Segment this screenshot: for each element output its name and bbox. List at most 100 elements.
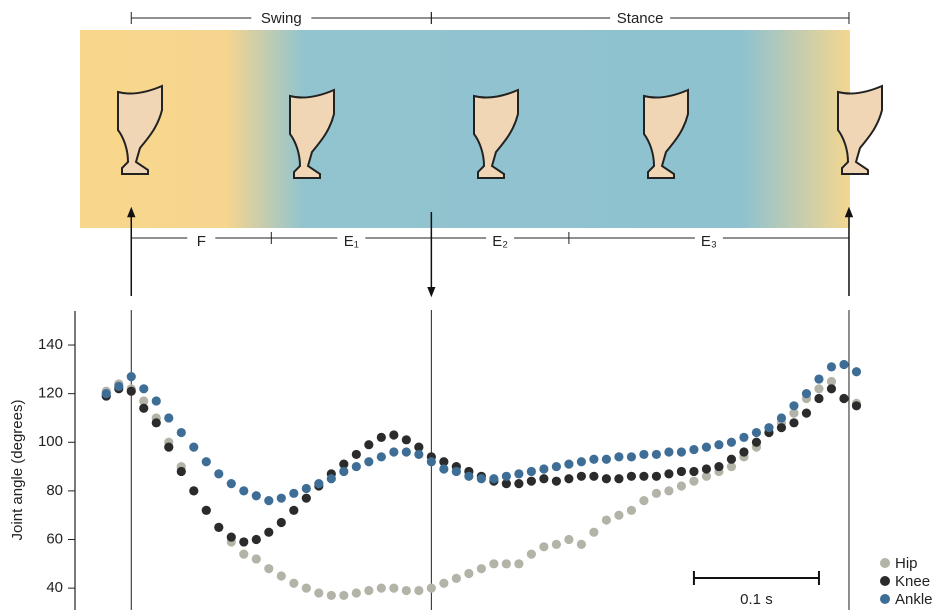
data-dot <box>577 457 586 466</box>
data-dot <box>152 396 161 405</box>
data-dot <box>702 464 711 473</box>
data-dot <box>464 472 473 481</box>
data-dot <box>289 579 298 588</box>
data-dot <box>514 479 523 488</box>
data-dot <box>352 588 361 597</box>
data-dot <box>427 584 436 593</box>
data-dot <box>677 447 686 456</box>
data-dot <box>289 489 298 498</box>
data-dot <box>439 464 448 473</box>
data-dot <box>839 360 848 369</box>
legend-marker <box>880 576 890 586</box>
data-dot <box>564 474 573 483</box>
data-dot <box>614 452 623 461</box>
y-tick-label: 40 <box>46 579 63 596</box>
data-dot <box>777 423 786 432</box>
data-dot <box>477 564 486 573</box>
data-dot <box>364 586 373 595</box>
data-dot <box>164 443 173 452</box>
data-dot <box>239 486 248 495</box>
y-tick-label: 100 <box>38 433 63 450</box>
data-dot <box>402 586 411 595</box>
data-dot <box>389 584 398 593</box>
data-dot <box>452 574 461 583</box>
legend-label: Hip <box>895 555 918 572</box>
data-dot <box>477 474 486 483</box>
data-dot <box>639 472 648 481</box>
y-axis-label: Joint angle (degrees) <box>9 400 26 541</box>
data-dot <box>389 430 398 439</box>
data-dot <box>577 472 586 481</box>
data-dot <box>414 586 423 595</box>
legend-marker <box>880 558 890 568</box>
data-dot <box>527 477 536 486</box>
data-dot <box>652 450 661 459</box>
data-dot <box>727 438 736 447</box>
data-dot <box>377 584 386 593</box>
data-dot <box>627 472 636 481</box>
y-tick-label: 140 <box>38 336 63 353</box>
data-dot <box>264 528 273 537</box>
data-dot <box>627 506 636 515</box>
data-dot <box>339 591 348 600</box>
scale-bar-label: 0.1 s <box>740 591 773 608</box>
data-dot <box>202 506 211 515</box>
data-dot <box>239 537 248 546</box>
data-dot <box>452 467 461 476</box>
data-dot <box>664 447 673 456</box>
data-dot <box>552 462 561 471</box>
data-dot <box>264 564 273 573</box>
data-dot <box>689 477 698 486</box>
data-dot <box>514 559 523 568</box>
data-dot <box>739 447 748 456</box>
data-dot <box>677 481 686 490</box>
data-dot <box>302 584 311 593</box>
data-dot <box>277 518 286 527</box>
data-dot <box>702 443 711 452</box>
data-dot <box>614 511 623 520</box>
data-dot <box>164 413 173 422</box>
data-dot <box>189 443 198 452</box>
data-dot <box>564 460 573 469</box>
data-dot <box>364 440 373 449</box>
data-dot <box>539 474 548 483</box>
phase-label: E₂ <box>492 233 508 250</box>
data-dot <box>589 528 598 537</box>
data-dot <box>714 462 723 471</box>
data-dot <box>752 428 761 437</box>
data-dot <box>177 428 186 437</box>
data-dot <box>352 450 361 459</box>
data-dot <box>827 384 836 393</box>
data-dot <box>789 418 798 427</box>
data-dot <box>764 423 773 432</box>
data-dot <box>277 571 286 580</box>
data-dot <box>539 464 548 473</box>
data-dot <box>377 433 386 442</box>
data-dot <box>664 486 673 495</box>
data-dot <box>639 450 648 459</box>
data-dot <box>689 445 698 454</box>
data-dot <box>177 467 186 476</box>
data-dot <box>227 479 236 488</box>
phase-band <box>80 30 850 228</box>
data-dot <box>777 413 786 422</box>
data-dot <box>289 506 298 515</box>
data-dot <box>814 394 823 403</box>
figure: Joint angle (degrees) 406080100120140Swi… <box>0 0 946 610</box>
data-dot <box>502 472 511 481</box>
gait-label: Swing <box>261 10 302 27</box>
phase-label: E₃ <box>701 233 717 250</box>
data-dot <box>727 455 736 464</box>
data-dot <box>552 477 561 486</box>
data-dot <box>389 447 398 456</box>
phase-label: F <box>197 233 206 250</box>
data-dot <box>602 474 611 483</box>
data-dot <box>327 474 336 483</box>
data-dot <box>402 447 411 456</box>
data-dot <box>252 535 261 544</box>
data-dot <box>714 440 723 449</box>
data-dot <box>327 591 336 600</box>
data-dot <box>214 523 223 532</box>
data-dot <box>139 404 148 413</box>
data-dot <box>564 535 573 544</box>
